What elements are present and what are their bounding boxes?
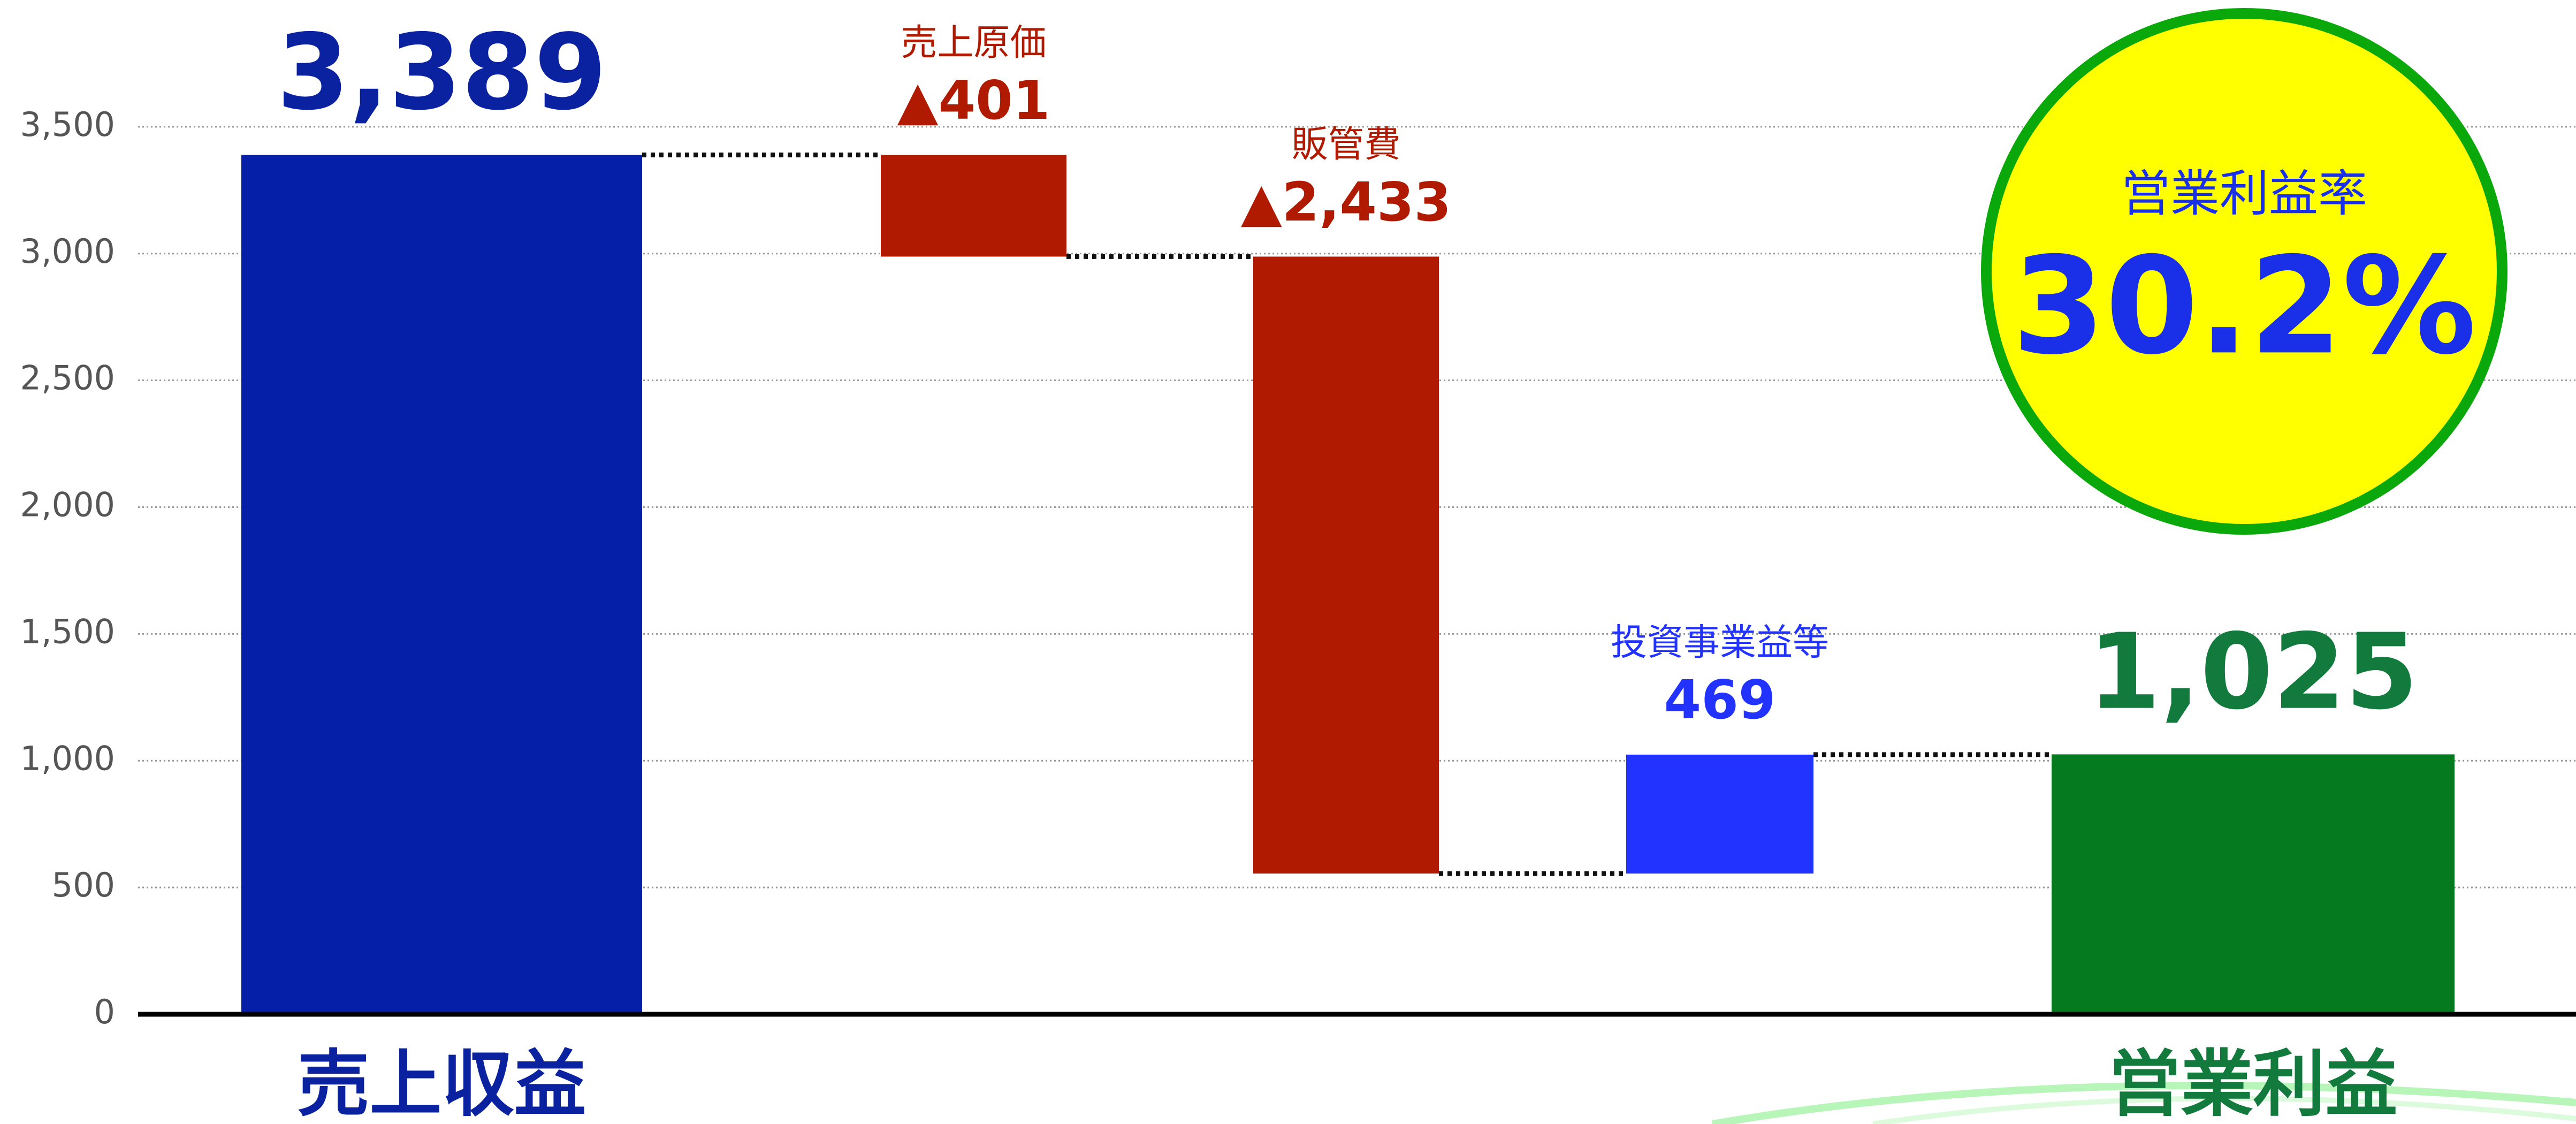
bar: [2052, 754, 2455, 1014]
value-label: 469: [1664, 669, 1776, 731]
bar: [1253, 256, 1439, 874]
category-label: 販管費: [1291, 124, 1400, 166]
bar: [1626, 754, 1813, 874]
category-label: 営業利益: [2109, 1042, 2398, 1124]
category-label: 投資事業益等: [1611, 621, 1829, 664]
value-label: ▲401: [897, 69, 1050, 132]
y-tick-label: 3,000: [20, 232, 116, 271]
y-tick-label: 3,500: [20, 105, 116, 144]
bar: [241, 155, 642, 1015]
value-label: 1,025: [2088, 611, 2418, 733]
badge-title: 営業利益率: [2121, 165, 2367, 222]
decoration-arc: [1872, 1096, 2576, 1124]
value-label: 3,389: [277, 12, 607, 133]
y-tick-label: 2,500: [20, 359, 116, 398]
decoration-arc: [1711, 1082, 2576, 1124]
y-tick-label: 2,000: [20, 485, 116, 525]
bar: [881, 155, 1066, 257]
y-tick-label: 1,000: [20, 739, 116, 778]
y-tick-label: 0: [94, 992, 115, 1031]
value-label: ▲2,433: [1241, 171, 1451, 233]
y-tick-label: 1,500: [20, 612, 116, 651]
badge-value: 30.2%: [2012, 228, 2476, 384]
badge: [1981, 8, 2508, 535]
y-tick-label: 500: [52, 865, 115, 905]
category-label: 売上原価: [901, 22, 1046, 64]
category-label: 売上収益: [298, 1042, 586, 1124]
